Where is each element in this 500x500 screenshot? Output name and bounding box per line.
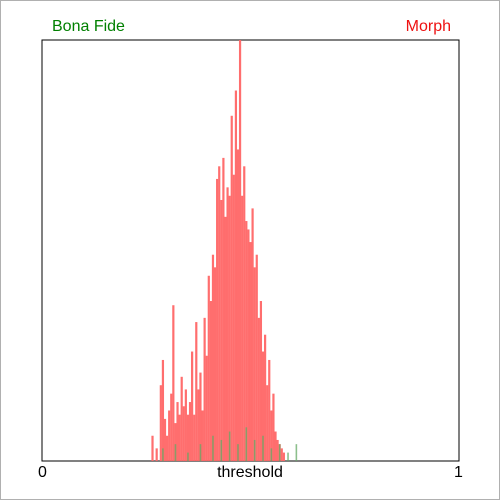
morph-bar-12 xyxy=(180,376,183,461)
morph-bar-4 xyxy=(163,418,167,461)
morph-bar-7 xyxy=(170,393,173,461)
morph-bar-24 xyxy=(205,355,208,461)
morph-bar-15 xyxy=(186,414,190,461)
morph-bar-28 xyxy=(213,267,217,461)
morph-bar-38 xyxy=(234,90,238,462)
morph-bar-5 xyxy=(166,435,169,461)
bona-fide-bar-12 xyxy=(278,444,281,461)
morph-bar-14 xyxy=(184,389,187,461)
morph-bar-2 xyxy=(159,385,162,461)
morph-bar-32 xyxy=(222,157,225,461)
morph-bar-13 xyxy=(182,406,185,461)
morph-bar-33 xyxy=(224,216,227,461)
morph-bar-26 xyxy=(209,301,212,461)
bona-fide-bar-6 xyxy=(228,431,231,461)
bona-fide-bar-5 xyxy=(220,439,223,461)
morph-bar-18 xyxy=(193,414,196,461)
morph-bar-1 xyxy=(155,448,158,461)
bona-fide-bar-11 xyxy=(270,448,273,461)
morph-bar-0 xyxy=(151,435,154,461)
morph-bar-30 xyxy=(218,166,221,462)
bona-fide-bar-8 xyxy=(245,427,248,461)
morph-bar-57 xyxy=(274,431,277,461)
bona-fide-bar-4 xyxy=(212,435,214,461)
morph-bar-35 xyxy=(228,195,231,461)
morph-bar-17 xyxy=(191,351,194,461)
bona-fide-bar-13 xyxy=(287,452,289,461)
bona-fide-bars xyxy=(162,427,298,461)
morph-bar-44 xyxy=(247,229,250,461)
morph-bar-58 xyxy=(276,439,279,461)
morph-bar-41 xyxy=(241,195,244,461)
bona-fide-bar-3 xyxy=(199,444,202,461)
morph-bar-42 xyxy=(243,166,246,462)
morph-bar-43 xyxy=(245,221,248,461)
bona-fide-bar-0 xyxy=(162,448,164,461)
morph-bar-25 xyxy=(207,275,210,461)
morph-bar-29 xyxy=(216,178,219,461)
morph-bar-61 xyxy=(282,452,285,461)
morph-bar-54 xyxy=(268,359,271,461)
morph-bar-40 xyxy=(238,40,242,461)
morph-bar-48 xyxy=(255,254,258,461)
x-tick-1: 1 xyxy=(454,464,463,481)
legend-bona-fide: Bona Fide xyxy=(52,18,125,35)
morph-bar-23 xyxy=(203,317,206,461)
morph-bar-49 xyxy=(257,317,260,461)
morph-bar-55 xyxy=(270,410,273,461)
morph-bar-3 xyxy=(161,359,165,461)
bona-fide-bar-14 xyxy=(295,444,298,461)
morph-bar-60 xyxy=(280,448,283,461)
morph-bar-11 xyxy=(178,414,181,461)
morph-bar-31 xyxy=(220,199,223,462)
morph-bar-53 xyxy=(266,385,269,461)
morph-bar-19 xyxy=(195,322,198,461)
morph-bar-39 xyxy=(236,149,240,461)
bona-fide-bar-9 xyxy=(253,439,256,461)
morph-bar-46 xyxy=(251,208,254,461)
morph-bar-52 xyxy=(264,334,267,461)
morph-bar-27 xyxy=(211,254,215,461)
morph-bar-21 xyxy=(199,372,202,461)
bona-fide-bar-2 xyxy=(187,452,189,461)
morph-bar-6 xyxy=(168,410,171,461)
morph-bar-51 xyxy=(261,351,265,461)
morph-bar-20 xyxy=(197,389,200,461)
legend-morph: Morph xyxy=(405,18,451,35)
morph-bar-37 xyxy=(232,174,235,461)
bona-fide-bar-7 xyxy=(237,444,239,461)
morph-bar-9 xyxy=(174,423,177,461)
morph-bar-8 xyxy=(172,305,175,461)
morph-bar-10 xyxy=(176,402,179,461)
morph-bar-47 xyxy=(253,267,256,461)
bona-fide-bar-1 xyxy=(174,444,177,461)
bona-fide-bar-10 xyxy=(262,435,264,461)
morph-bar-34 xyxy=(226,187,229,461)
morph-bar-50 xyxy=(259,301,263,461)
morph-bars xyxy=(151,40,285,462)
morph-bar-36 xyxy=(230,115,233,461)
x-tick-0: 0 xyxy=(38,464,47,481)
morph-bar-16 xyxy=(188,402,192,461)
morph-bar-22 xyxy=(201,410,204,461)
x-axis-label: threshold xyxy=(217,464,283,481)
morph-bar-56 xyxy=(272,393,275,461)
morph-bar-45 xyxy=(249,242,252,461)
